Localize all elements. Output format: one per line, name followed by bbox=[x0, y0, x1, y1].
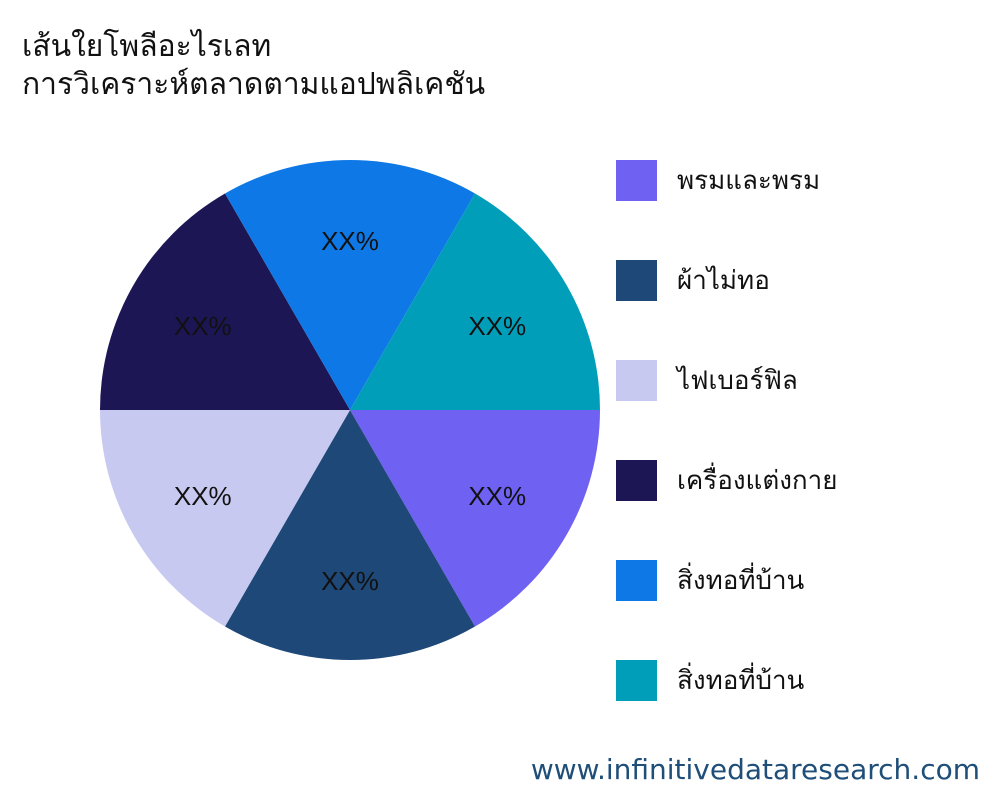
slice-data-label: XX% bbox=[468, 481, 526, 511]
legend-item: เครื่องแต่งกาย bbox=[616, 430, 837, 530]
legend-swatch bbox=[616, 159, 657, 201]
chart-title: เส้นใยโพลีอะไรเลท การวิเคราะห์ตลาดตามแอป… bbox=[22, 28, 485, 104]
pie-slice bbox=[350, 410, 600, 627]
legend-label: สิ่งทอที่บ้าน bbox=[677, 665, 805, 696]
legend-swatch bbox=[616, 259, 657, 301]
slice-data-label: XX% bbox=[321, 226, 379, 256]
slice-data-label: XX% bbox=[174, 481, 232, 511]
legend-item: ไฟเบอร์ฟิล bbox=[616, 330, 837, 430]
legend-swatch bbox=[616, 359, 657, 401]
title-line-2: การวิเคราะห์ตลาดตามแอปพลิเคชัน bbox=[22, 67, 486, 102]
legend-label: พรมและพรม bbox=[677, 165, 821, 196]
pie-slice bbox=[225, 160, 475, 410]
slice-data-label: XX% bbox=[468, 311, 526, 341]
legend-label: เครื่องแต่งกาย bbox=[677, 465, 838, 496]
legend-swatch bbox=[616, 459, 657, 501]
legend-item: สิ่งทอที่บ้าน bbox=[616, 530, 837, 630]
pie-slice bbox=[350, 193, 600, 410]
legend-item: ผ้าไม่ทอ bbox=[616, 230, 837, 330]
footer-url: www.infinitivedataresearch.com bbox=[530, 753, 980, 786]
legend-label: สิ่งทอที่บ้าน bbox=[677, 565, 805, 596]
legend: พรมและพรมผ้าไม่ทอไฟเบอร์ฟิลเครื่องแต่งกา… bbox=[616, 159, 837, 730]
slice-data-label: XX% bbox=[321, 566, 379, 596]
legend-swatch bbox=[616, 559, 657, 601]
legend-label: ผ้าไม่ทอ bbox=[677, 265, 770, 296]
legend-item: สิ่งทอที่บ้าน bbox=[616, 630, 837, 730]
legend-item: พรมและพรม bbox=[616, 130, 837, 230]
legend-label: ไฟเบอร์ฟิล bbox=[677, 365, 798, 396]
title-line-1: เส้นใยโพลีอะไรเลท bbox=[22, 29, 272, 64]
pie-slice bbox=[100, 410, 350, 627]
pie-slice bbox=[100, 193, 350, 410]
pie-slice bbox=[225, 410, 475, 660]
legend-swatch bbox=[616, 659, 657, 701]
slice-data-label: XX% bbox=[174, 311, 232, 341]
